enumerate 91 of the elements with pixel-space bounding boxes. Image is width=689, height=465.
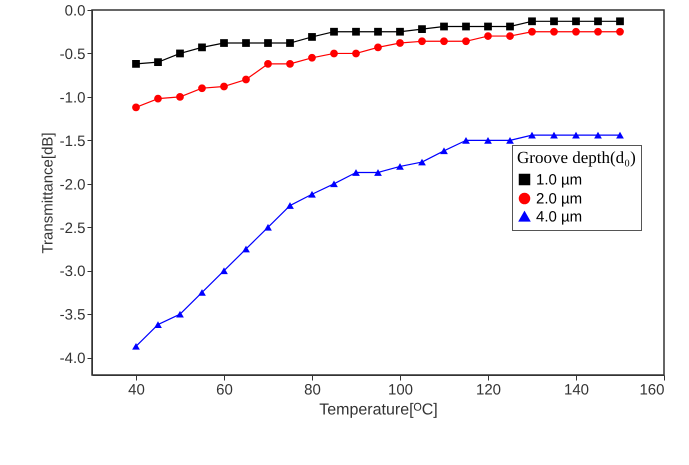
point bbox=[506, 137, 514, 144]
x-tick-label: 80 bbox=[304, 382, 321, 398]
point bbox=[462, 37, 470, 46]
x-tick-label: 160 bbox=[639, 382, 664, 398]
point bbox=[528, 28, 536, 36]
point bbox=[242, 76, 250, 84]
point bbox=[132, 60, 140, 68]
point bbox=[506, 22, 514, 30]
point bbox=[462, 22, 470, 30]
point bbox=[286, 60, 294, 68]
point bbox=[484, 22, 492, 30]
point bbox=[550, 28, 558, 36]
y-tick-label: -3.5 bbox=[60, 306, 86, 324]
point bbox=[198, 84, 206, 92]
legend-label: 1.0 µm bbox=[536, 172, 582, 188]
point bbox=[396, 163, 404, 170]
point bbox=[594, 132, 602, 138]
point bbox=[616, 132, 624, 138]
point bbox=[616, 28, 624, 36]
point bbox=[528, 17, 536, 26]
point bbox=[330, 180, 338, 188]
y-tick-label: 0.0 bbox=[64, 2, 86, 20]
point bbox=[484, 32, 492, 40]
y-tick-label: -1.5 bbox=[60, 132, 86, 150]
point bbox=[352, 169, 360, 176]
point bbox=[220, 39, 228, 47]
y-axis-title: Transmittance[dB] bbox=[40, 132, 57, 254]
x-tick-label: 40 bbox=[128, 382, 145, 398]
legend-label: 2.0 µm bbox=[536, 190, 582, 208]
point bbox=[462, 137, 470, 144]
point bbox=[374, 169, 382, 176]
point bbox=[352, 50, 360, 58]
point bbox=[286, 202, 294, 209]
point bbox=[418, 158, 426, 166]
point bbox=[352, 28, 360, 36]
x-tick-label: 120 bbox=[476, 382, 502, 398]
point bbox=[440, 147, 448, 154]
point bbox=[572, 132, 580, 138]
point bbox=[154, 58, 162, 66]
point bbox=[616, 17, 624, 26]
y-tick-label: -1.0 bbox=[60, 89, 86, 106]
point bbox=[594, 17, 602, 26]
y-tick-label: -0.5 bbox=[60, 46, 86, 63]
point bbox=[154, 94, 162, 103]
point bbox=[572, 28, 580, 36]
point bbox=[440, 37, 448, 46]
point bbox=[176, 310, 184, 318]
point bbox=[330, 28, 338, 36]
x-tick-label: 100 bbox=[388, 382, 414, 398]
point bbox=[132, 342, 140, 350]
point bbox=[396, 28, 404, 36]
point bbox=[154, 321, 162, 328]
point bbox=[418, 37, 426, 46]
point bbox=[176, 93, 184, 101]
x-tick-label: 60 bbox=[216, 382, 233, 398]
point bbox=[286, 39, 294, 47]
point bbox=[550, 132, 558, 138]
point bbox=[198, 43, 206, 52]
point bbox=[440, 22, 448, 30]
y-tick-label: -2.5 bbox=[60, 220, 86, 237]
point bbox=[264, 224, 272, 231]
point bbox=[374, 44, 382, 52]
x-axis-title: Temperature[ᴼC] bbox=[319, 402, 438, 418]
point bbox=[330, 50, 338, 58]
x-tick-label: 140 bbox=[564, 382, 590, 398]
legend-title: Groove depth(d₀) bbox=[517, 148, 636, 167]
point bbox=[198, 289, 206, 296]
point bbox=[528, 132, 536, 138]
legend-label: 4.0 µm bbox=[536, 208, 582, 226]
y-tick-label: -2.0 bbox=[60, 176, 86, 194]
point bbox=[308, 33, 316, 41]
point bbox=[264, 60, 272, 68]
point bbox=[308, 54, 316, 62]
point bbox=[374, 28, 382, 36]
point bbox=[242, 39, 250, 47]
point bbox=[176, 50, 184, 58]
point bbox=[418, 25, 426, 33]
point bbox=[594, 28, 602, 36]
y-tick-label: -3.0 bbox=[60, 263, 86, 280]
point bbox=[220, 82, 228, 90]
point bbox=[396, 39, 404, 47]
point bbox=[132, 103, 140, 112]
point bbox=[308, 190, 316, 198]
y-tick-label: -4.0 bbox=[60, 350, 86, 368]
point bbox=[220, 267, 228, 274]
point bbox=[506, 32, 514, 40]
point bbox=[484, 137, 492, 144]
point bbox=[242, 246, 250, 252]
point bbox=[264, 39, 272, 47]
point bbox=[572, 17, 580, 26]
point bbox=[550, 17, 558, 26]
